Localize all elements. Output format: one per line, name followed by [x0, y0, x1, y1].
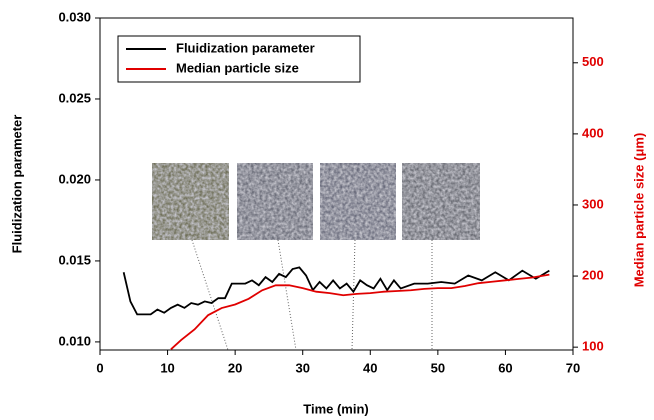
y2-tick-label: 300 [582, 196, 604, 211]
legend-label: Fluidization parameter [176, 40, 315, 55]
plot-frame [99, 17, 574, 351]
micrographs [152, 163, 480, 351]
y-tick-label: 0.025 [58, 90, 91, 105]
y2-tick-label: 100 [582, 339, 604, 354]
x-tick-label: 60 [498, 360, 512, 375]
pointer [191, 239, 229, 351]
y-tick-label: 0.020 [58, 171, 91, 186]
y2-tick-label: 200 [582, 268, 604, 283]
x-tick-label: 10 [160, 360, 174, 375]
x-tick-label: 30 [295, 360, 309, 375]
y2-axis-label: Median particle size (μm) [631, 133, 646, 288]
x-axis-label: Time (min) [303, 401, 369, 416]
micrograph-texture [402, 163, 480, 240]
legend-label: Median particle size [176, 60, 299, 75]
y-axis-label: Fluidization parameter [9, 115, 24, 254]
x-tick-label: 40 [363, 360, 377, 375]
y-tick-label: 0.010 [58, 333, 91, 348]
data-line [170, 273, 550, 350]
y-tick-label: 0.015 [58, 252, 91, 267]
legend [117, 35, 361, 83]
micrograph-texture [320, 163, 396, 240]
micrograph-texture [152, 163, 229, 240]
y2-tick-label: 500 [582, 54, 604, 69]
x-tick-label: 20 [228, 360, 242, 375]
data-line [122, 266, 550, 316]
y2-tick-label: 400 [582, 125, 604, 140]
x-tick-label: 50 [431, 360, 445, 375]
y-tick-label: 0.030 [58, 9, 91, 24]
x-tick-label: 70 [566, 360, 580, 375]
micrograph-texture [237, 163, 313, 240]
x-tick-label: 0 [96, 360, 103, 375]
pointer [351, 239, 356, 351]
pointer [277, 239, 297, 351]
